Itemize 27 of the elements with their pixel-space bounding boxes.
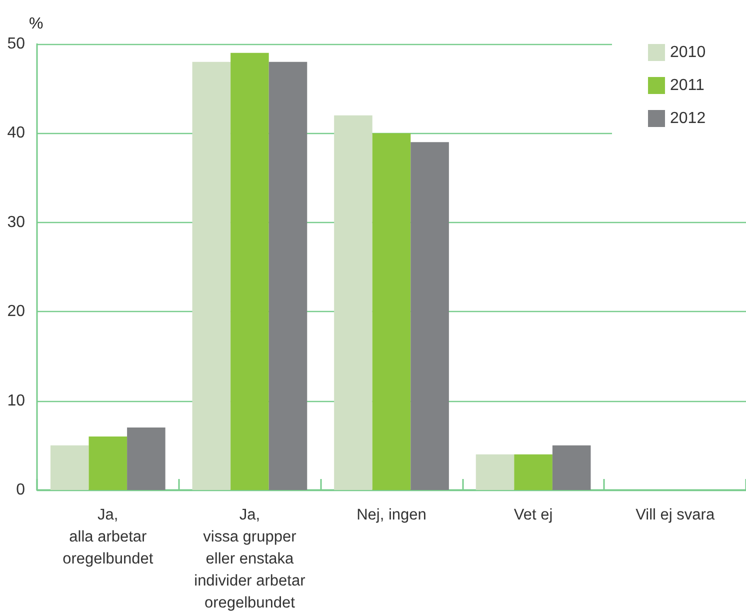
x-tick-label: Nej, ingen — [356, 506, 426, 524]
bar — [552, 445, 591, 490]
x-tick-label: Vill ej svara — [636, 506, 715, 524]
bar — [334, 115, 372, 490]
bar — [268, 62, 308, 490]
legend-label: 2011 — [670, 77, 705, 94]
y-tick-label: 30 — [7, 214, 26, 231]
x-tick-label: Vet ej — [514, 506, 553, 524]
bar — [50, 445, 89, 490]
y-tick-label: 50 — [7, 36, 26, 52]
bar — [127, 428, 166, 490]
y-axis-title: % — [29, 16, 44, 32]
bar — [410, 142, 449, 490]
bar — [476, 454, 514, 490]
legend-label: 2010 — [670, 44, 706, 61]
y-tick-label: 40 — [7, 124, 26, 142]
y-tick-label: 20 — [7, 303, 26, 320]
bar — [230, 52, 269, 490]
bar — [372, 133, 411, 490]
legend-label: 2012 — [670, 110, 706, 127]
x-tick-label: Ja, vissa grupper eller enstaka individer arbetar oregelbundet — [194, 506, 306, 612]
bar — [88, 436, 128, 490]
y-tick-label: 0 — [16, 482, 26, 498]
x-tick-label: Ja, alla arbetar oregelbundet — [62, 506, 154, 568]
bar — [192, 62, 231, 490]
bar — [514, 454, 552, 490]
y-tick-label: 10 — [7, 392, 26, 410]
